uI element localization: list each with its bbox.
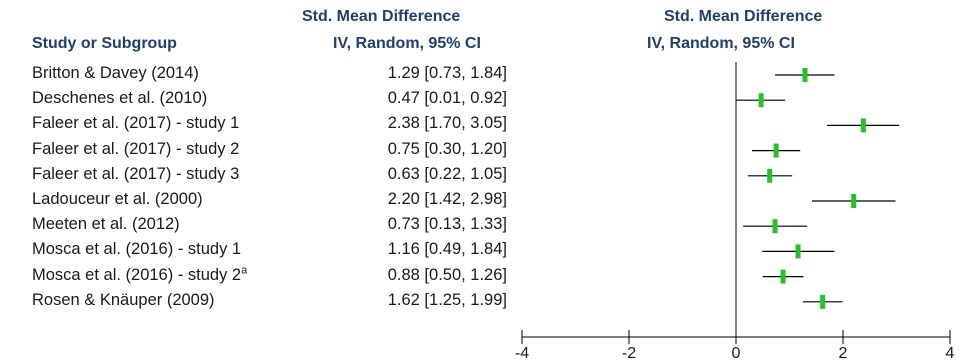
- study-name: Faleer et al. (2017) - study 2: [32, 140, 239, 159]
- study-name-text: Britton & Davey (2014): [32, 64, 199, 82]
- study-name-text: Faleer et al. (2017) - study 1: [32, 114, 240, 133]
- ci-text: 2.38 [1.70, 3.05]: [387, 114, 507, 133]
- ci-text: 0.75 [0.30, 1.20]: [387, 139, 507, 158]
- x-tick-label: -2: [622, 345, 636, 362]
- point-estimate: [851, 194, 857, 208]
- ci-text: 0.73 [0.13, 1.33]: [387, 215, 507, 234]
- study-name-text: Faleer et al. (2017) - study 3: [32, 164, 240, 183]
- study-name: Ladouceur et al. (2000): [32, 190, 203, 209]
- header-study: Study or Subgroup: [32, 35, 177, 52]
- header-smd-title: Std. Mean Difference: [302, 8, 461, 25]
- point-estimate: [758, 93, 764, 108]
- point-estimate: [772, 219, 778, 234]
- study-name-text: Faleer et al. (2017) - study 2: [32, 139, 240, 158]
- study-name: Faleer et al. (2017) - study 3: [32, 165, 239, 184]
- point-estimate: [780, 269, 786, 284]
- ci-text: 0.88 [0.50, 1.26]: [387, 265, 507, 284]
- header-smd-method: IV, Random, 95% CI: [333, 35, 481, 52]
- footnote-marker: a: [241, 264, 248, 277]
- study-name: Mosca et al. (2016) - study 2a: [32, 264, 248, 285]
- point-estimate: [802, 68, 808, 82]
- study-name: Deschenes et al. (2010): [32, 89, 207, 108]
- ci-text: 1.16 [0.49, 1.84]: [387, 240, 507, 259]
- x-tick-label: 4: [946, 345, 955, 362]
- study-name-text: Ladouceur et al. (2000): [32, 190, 203, 208]
- ci-text: 1.62 [1.25, 1.99]: [387, 290, 507, 309]
- x-tick-label: 2: [839, 345, 848, 362]
- point-estimate: [767, 168, 773, 183]
- study-name: Meeten et al. (2012): [32, 215, 180, 234]
- study-name-text: Mosca et al. (2016) - study 2: [32, 265, 242, 284]
- study-name-text: Mosca et al. (2016) - study 1: [32, 240, 242, 259]
- study-name-text: Rosen & Knäuper (2009): [32, 290, 215, 309]
- point-estimate: [860, 118, 866, 133]
- point-estimate: [773, 143, 779, 158]
- header-plot-title: Std. Mean Difference: [664, 8, 823, 25]
- study-name: Mosca et al. (2016) - study 1: [32, 240, 241, 259]
- header-plot-method: IV, Random, 95% CI: [647, 35, 795, 52]
- study-name: Rosen & Knäuper (2009): [32, 291, 215, 310]
- point-estimate: [795, 244, 801, 259]
- point-estimate: [820, 294, 826, 309]
- study-name-text: Meeten et al. (2012): [32, 215, 180, 234]
- ci-text: 0.63 [0.22, 1.05]: [387, 164, 507, 183]
- ci-text: 2.20 [1.42, 2.98]: [387, 190, 507, 208]
- study-name: Britton & Davey (2014): [32, 64, 199, 83]
- ci-text: 0.47 [0.01, 0.92]: [387, 89, 507, 108]
- study-name: Faleer et al. (2017) - study 1: [32, 114, 239, 133]
- x-tick-label: -4: [515, 345, 529, 362]
- study-name-text: Deschenes et al. (2010): [32, 89, 208, 108]
- x-tick-label: 0: [732, 345, 741, 362]
- ci-text: 1.29 [0.73, 1.84]: [387, 64, 507, 82]
